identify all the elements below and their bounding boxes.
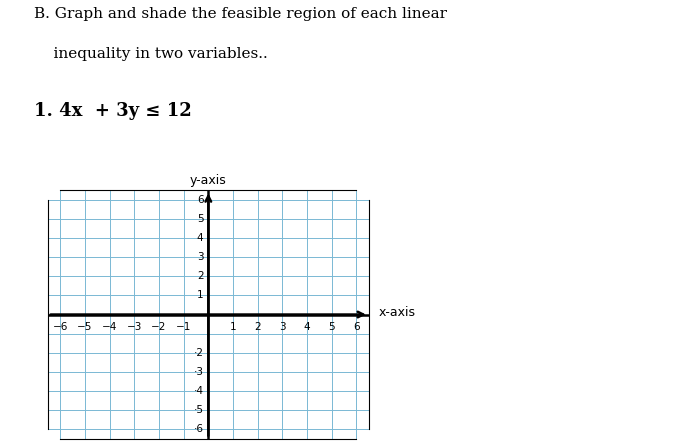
Text: ·5: ·5: [193, 405, 204, 415]
Text: 6: 6: [353, 322, 360, 332]
Text: ·6: ·6: [193, 424, 204, 434]
Text: ·2: ·2: [193, 348, 204, 358]
Text: 1: 1: [197, 291, 204, 300]
Text: −4: −4: [102, 322, 117, 332]
Text: 4: 4: [304, 322, 310, 332]
Text: 2: 2: [197, 272, 204, 281]
Text: inequality in two variables..: inequality in two variables..: [34, 47, 268, 61]
Text: −2: −2: [151, 322, 167, 332]
Text: −1: −1: [176, 322, 191, 332]
Text: −5: −5: [77, 322, 92, 332]
Text: 5: 5: [329, 322, 335, 332]
Text: 3: 3: [279, 322, 285, 332]
Text: 1: 1: [229, 322, 236, 332]
Text: x-axis: x-axis: [379, 306, 416, 319]
Text: ·4: ·4: [193, 386, 204, 396]
Text: −6: −6: [53, 322, 68, 332]
Text: y-axis: y-axis: [190, 174, 227, 187]
Text: B. Graph and shade the feasible region of each linear: B. Graph and shade the feasible region o…: [34, 7, 447, 21]
Text: 6: 6: [197, 195, 204, 205]
Text: −3: −3: [126, 322, 142, 332]
Text: 1. 4x  + 3y ≤ 12: 1. 4x + 3y ≤ 12: [34, 102, 192, 120]
Text: 3: 3: [197, 252, 204, 262]
Text: 4: 4: [197, 233, 204, 243]
Text: 5: 5: [197, 214, 204, 224]
Text: ·3: ·3: [193, 367, 204, 377]
Text: 2: 2: [254, 322, 261, 332]
